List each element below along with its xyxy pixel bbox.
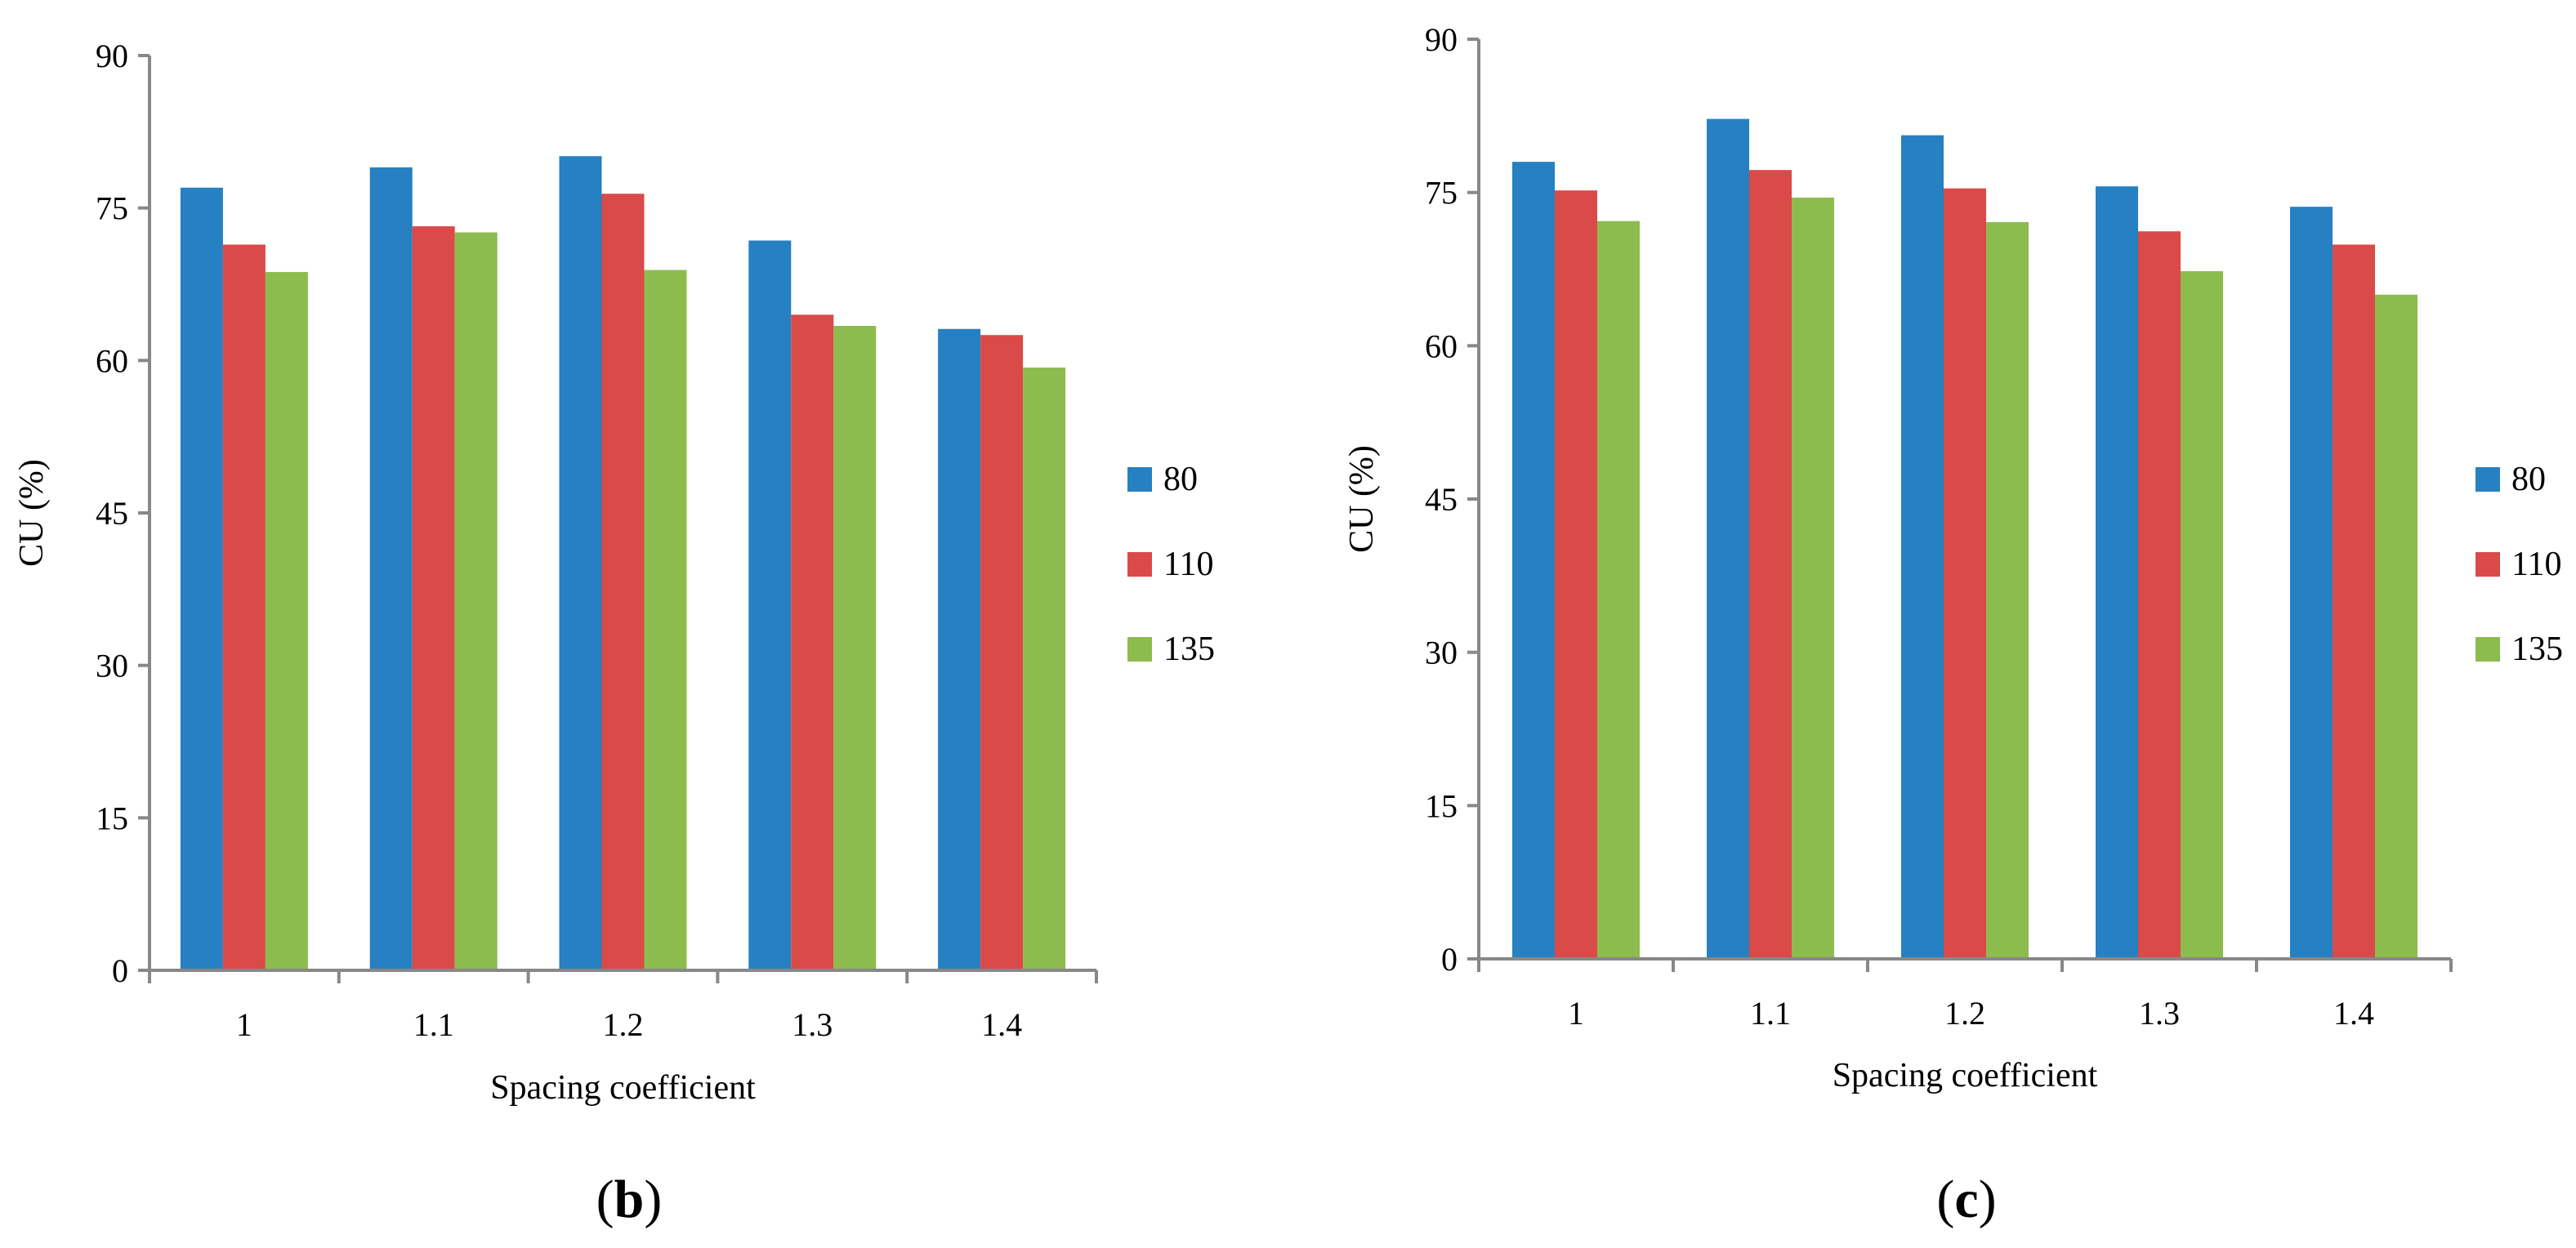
panel-label-open: ( xyxy=(1936,1170,1954,1229)
legend-label: 135 xyxy=(2511,631,2563,668)
legend-label: 110 xyxy=(2511,546,2561,583)
y-tick-label: 90 xyxy=(96,38,128,74)
panel-label: (b) xyxy=(596,1170,663,1229)
y-tick-label: 75 xyxy=(96,190,128,227)
y-tick-label: 0 xyxy=(1441,941,1458,978)
panel-label-open: ( xyxy=(596,1170,614,1229)
x-axis-title: Spacing coefficient xyxy=(490,1069,756,1107)
bar-80-1.1 xyxy=(369,167,413,970)
x-tick-label: 1.1 xyxy=(1750,995,1791,1032)
x-tick-label: 1.4 xyxy=(981,1006,1022,1043)
bar-110-1.1 xyxy=(412,226,455,971)
bar-110-1.3 xyxy=(2138,231,2181,960)
bar-80-1.3 xyxy=(748,240,792,970)
panel-label-close: ) xyxy=(1979,1170,1997,1229)
legend-label: 110 xyxy=(1163,546,1213,583)
x-tick-label: 1.2 xyxy=(603,1006,644,1043)
legend-swatch-80 xyxy=(1127,467,1152,492)
x-tick-label: 1.1 xyxy=(413,1006,454,1043)
x-axis-title: Spacing coefficient xyxy=(1833,1057,2098,1094)
bar-80-1.4 xyxy=(938,328,981,970)
y-tick-label: 15 xyxy=(96,800,128,836)
y-tick-label: 45 xyxy=(96,495,128,532)
panel-label: (c) xyxy=(1936,1170,1996,1229)
bar-135-1.1 xyxy=(1792,197,1834,959)
y-tick-label: 15 xyxy=(1425,787,1458,824)
bar-80-1.3 xyxy=(2096,186,2138,959)
bar-80-1.2 xyxy=(559,156,602,970)
y-tick-label: 0 xyxy=(112,952,128,989)
panel-label-letter: c xyxy=(1954,1170,1978,1229)
y-tick-label: 60 xyxy=(1425,328,1458,364)
bar-110-1.1 xyxy=(1749,170,1792,960)
chart-c: 0 15 30 45 60 75 90 1 1.1 1.2 1.3 1.4 Spacing coeffi… xyxy=(1343,21,2563,1229)
panel-label-close: ) xyxy=(644,1170,662,1229)
legend-swatch-135 xyxy=(2476,637,2500,662)
x-tick-label: 1 xyxy=(236,1006,252,1043)
bar-135-1 xyxy=(1597,221,1640,960)
panel-label-letter: b xyxy=(614,1170,645,1229)
legend-swatch-80 xyxy=(2476,467,2500,492)
legend-swatch-110 xyxy=(1127,552,1152,577)
bar-135-1.3 xyxy=(833,326,877,970)
bar-135-1.4 xyxy=(1023,368,1066,970)
bar-135-1 xyxy=(265,272,308,971)
bar-80-1.4 xyxy=(2290,207,2333,959)
bar-80-1.1 xyxy=(1707,118,1749,959)
bar-135-1.4 xyxy=(2375,294,2418,959)
bar-80-1.2 xyxy=(1901,135,1944,960)
bar-135-1.2 xyxy=(1986,221,2029,960)
legend-label: 135 xyxy=(1163,631,1215,668)
chart-b: 0 15 30 45 60 75 90 1 1.1 1.2 1.3 1.4 Spacing coeffi… xyxy=(13,38,1215,1229)
bar-135-1.3 xyxy=(2181,271,2223,960)
legend: 80 110 135 xyxy=(2476,461,2563,668)
y-tick-label: 60 xyxy=(96,342,128,379)
x-tick-label: 1.2 xyxy=(1944,995,1985,1032)
y-tick-label: 75 xyxy=(1425,175,1458,212)
bar-135-1.1 xyxy=(454,232,498,970)
bar-80-1 xyxy=(1512,162,1555,960)
y-tick-label: 30 xyxy=(1425,635,1458,671)
bar-80-1 xyxy=(180,187,223,970)
legend-label: 80 xyxy=(1163,461,1198,498)
y-axis-title: CU (%) xyxy=(13,459,51,567)
bar-110-1.3 xyxy=(791,314,834,970)
legend-label: 80 xyxy=(2511,461,2546,498)
y-axis-title: CU (%) xyxy=(1343,445,1381,553)
bar-135-1.2 xyxy=(644,270,687,971)
bar-110-1.4 xyxy=(2333,244,2375,959)
bar-110-1.2 xyxy=(601,194,645,970)
bar-110-1.4 xyxy=(980,335,1024,970)
y-tick-label: 90 xyxy=(1425,21,1458,58)
legend: 80 110 135 xyxy=(1127,461,1215,668)
y-tick-label: 30 xyxy=(96,648,128,684)
legend-swatch-110 xyxy=(2476,552,2500,577)
x-tick-label: 1 xyxy=(1568,995,1584,1032)
x-tick-label: 1.3 xyxy=(792,1006,833,1043)
y-tick-label: 45 xyxy=(1425,481,1458,518)
legend-swatch-135 xyxy=(1127,637,1152,662)
x-tick-label: 1.3 xyxy=(2139,995,2180,1032)
bar-110-1.2 xyxy=(1944,188,1986,959)
x-tick-label: 1.4 xyxy=(2333,995,2374,1032)
bar-110-1 xyxy=(1555,190,1597,960)
bar-110-1 xyxy=(222,244,266,970)
